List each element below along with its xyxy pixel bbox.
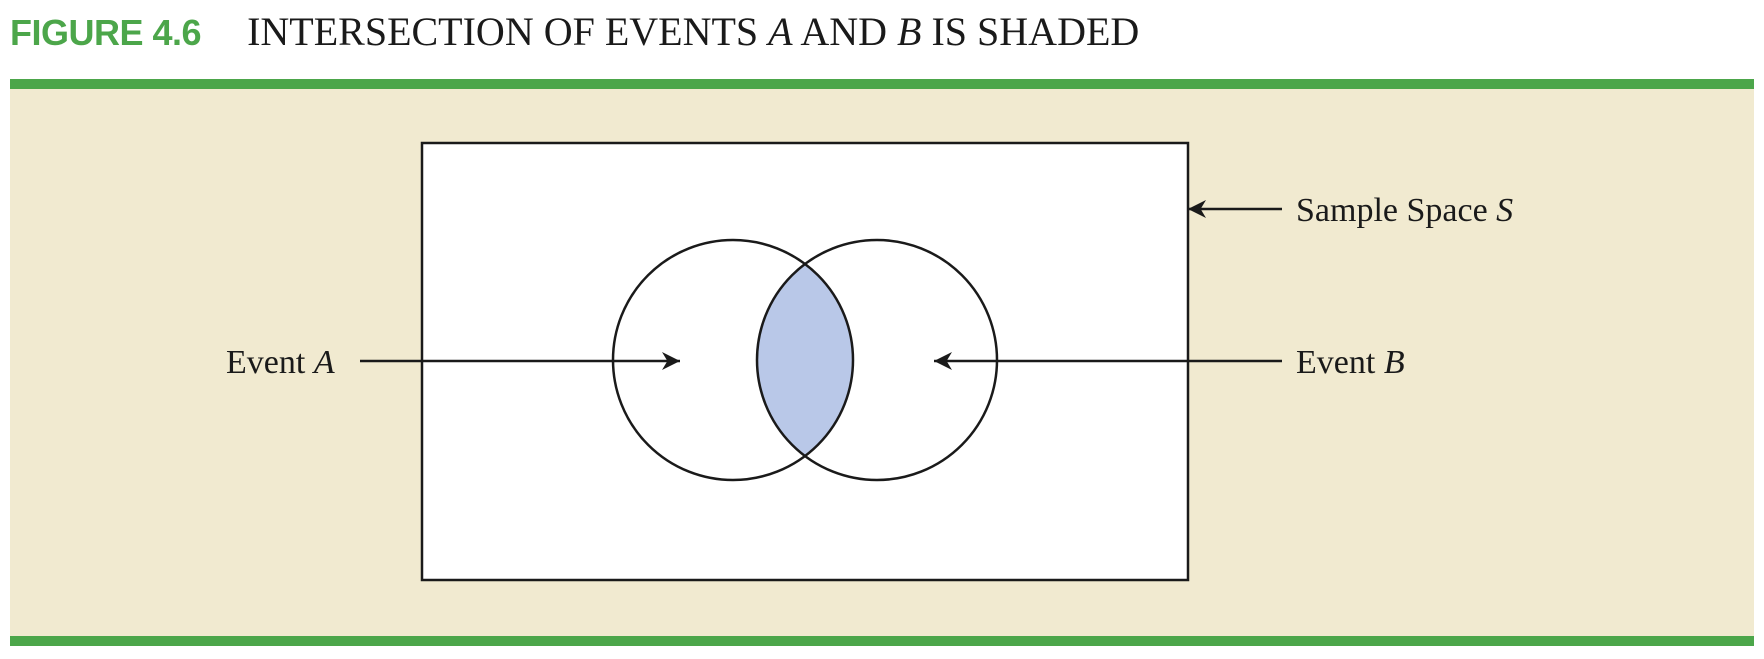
event-a-label: Event A bbox=[226, 344, 335, 381]
event-b-label: Event B bbox=[1296, 344, 1405, 381]
sample-space-label: Sample Space S bbox=[1296, 192, 1513, 229]
